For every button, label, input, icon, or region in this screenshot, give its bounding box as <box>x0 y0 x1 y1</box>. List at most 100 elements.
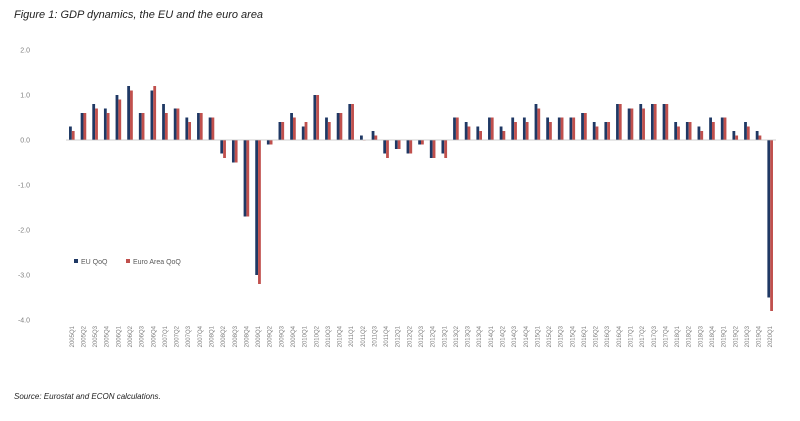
bar-euro-area <box>432 140 436 158</box>
bar-euro-area <box>292 117 296 140</box>
bar-euro-area <box>304 122 308 140</box>
x-tick-label: 2016Q1 <box>582 325 588 347</box>
bar-euro-area <box>653 104 657 140</box>
figure-title: Figure 1: GDP dynamics, the EU and the e… <box>14 9 264 21</box>
bar-eu <box>255 140 259 275</box>
y-tick-label: -2.0 <box>18 228 30 235</box>
x-tick-label: 2011Q2 <box>361 325 367 347</box>
bar-eu <box>138 113 142 140</box>
x-tick-label: 2005Q1 <box>70 325 76 347</box>
bar-eu <box>511 117 515 140</box>
bar-euro-area <box>351 104 354 140</box>
x-tick-label: 2009Q2 <box>268 325 274 347</box>
y-axis: 2.0 1.0 0.0 -1.0 -2.0 -3.0 -4.0 <box>18 48 30 325</box>
bar-euro-area <box>572 117 576 140</box>
bar-euro-area <box>246 140 250 217</box>
bar-eu <box>569 117 573 140</box>
x-tick-label: 2007Q3 <box>186 325 192 347</box>
x-tick-label: 2015Q4 <box>570 325 576 347</box>
bar-eu <box>69 126 72 140</box>
bar-eu <box>639 104 643 140</box>
bar-euro-area <box>455 117 459 140</box>
bar-eu <box>546 117 550 140</box>
bar-euro-area <box>421 140 424 145</box>
bar-euro-area <box>176 108 180 140</box>
bar-euro-area <box>95 108 98 140</box>
x-tick-label: 2009Q4 <box>291 325 297 347</box>
bar-eu <box>720 117 724 140</box>
bars <box>69 86 773 311</box>
bar-eu <box>476 126 480 140</box>
bar-eu <box>406 140 410 154</box>
x-tick-label: 2015Q2 <box>547 325 553 347</box>
bar-euro-area <box>130 90 133 140</box>
y-tick-label: 2.0 <box>20 48 30 55</box>
bar-eu <box>592 122 596 140</box>
bar-euro-area <box>502 131 506 140</box>
y-tick-label: -1.0 <box>18 183 30 190</box>
bar-eu <box>674 122 678 140</box>
x-tick-label: 2013Q3 <box>466 325 472 347</box>
x-tick-label: 2006Q4 <box>151 325 157 347</box>
bar-eu <box>92 104 96 140</box>
bar-eu <box>464 122 468 140</box>
bar-eu <box>231 140 235 163</box>
bar-euro-area <box>723 117 727 140</box>
bar-euro-area <box>630 108 634 140</box>
x-tick-label: 2012Q3 <box>419 325 425 347</box>
x-tick-label: 2006Q1 <box>116 325 122 347</box>
x-tick-label: 2006Q2 <box>128 325 134 347</box>
bar-euro-area <box>281 122 285 140</box>
x-tick-label: 2005Q2 <box>81 325 87 347</box>
bar-euro-area <box>711 122 715 140</box>
x-tick-label: 2017Q2 <box>640 325 646 347</box>
x-tick-label: 2019Q3 <box>745 325 751 347</box>
bar-euro-area <box>770 140 773 311</box>
bar-eu <box>557 117 561 140</box>
bar-eu <box>650 104 654 140</box>
bar-eu <box>103 108 107 140</box>
x-tick-label: 2007Q4 <box>198 325 204 347</box>
legend-swatch-euro-area <box>126 259 130 263</box>
bar-eu <box>208 117 212 140</box>
bar-euro-area <box>339 113 343 140</box>
bar-eu <box>662 104 666 140</box>
x-tick-label: 2011Q4 <box>384 325 390 347</box>
x-tick-label: 2007Q1 <box>163 325 169 347</box>
y-tick-label: -4.0 <box>18 318 30 325</box>
x-tick-label: 2005Q4 <box>105 325 111 347</box>
bar-euro-area <box>164 113 168 140</box>
x-tick-label: 2019Q2 <box>733 325 739 347</box>
legend-label-eu: EU QoQ <box>81 259 108 266</box>
bar-eu <box>313 95 317 140</box>
bar-eu <box>348 104 352 140</box>
bar-eu <box>522 117 526 140</box>
bar-eu <box>394 140 398 149</box>
bar-euro-area <box>188 122 192 140</box>
bar-euro-area <box>595 126 599 140</box>
x-tick-label: 2015Q1 <box>535 325 541 347</box>
x-tick-label: 2019Q1 <box>722 325 728 347</box>
bar-euro-area <box>479 131 482 140</box>
bar-eu <box>767 140 771 298</box>
bar-euro-area <box>490 117 494 140</box>
bar-eu <box>604 122 608 140</box>
bar-euro-area <box>677 126 680 140</box>
x-tick-label: 2018Q2 <box>687 325 693 347</box>
x-tick-label: 2016Q2 <box>594 325 600 347</box>
bar-eu <box>371 131 375 140</box>
bar-euro-area <box>735 135 739 140</box>
bar-euro-area <box>234 140 238 163</box>
bar-euro-area <box>211 117 215 140</box>
x-axis: 2005Q1 2005Q2 2005Q3 2005Q4 2006Q1 2006Q2 2006… <box>66 139 776 347</box>
x-tick-label: 2019Q4 <box>757 325 763 347</box>
legend-label-euro-area: Euro Area QoQ <box>133 259 181 266</box>
bar-eu <box>429 140 433 158</box>
x-tick-label: 2014Q2 <box>500 325 506 347</box>
bar-eu <box>162 104 165 140</box>
bar-euro-area <box>618 104 622 140</box>
bar-eu <box>127 86 131 140</box>
x-tick-label: 2008Q4 <box>244 325 250 347</box>
bar-eu <box>220 140 224 154</box>
